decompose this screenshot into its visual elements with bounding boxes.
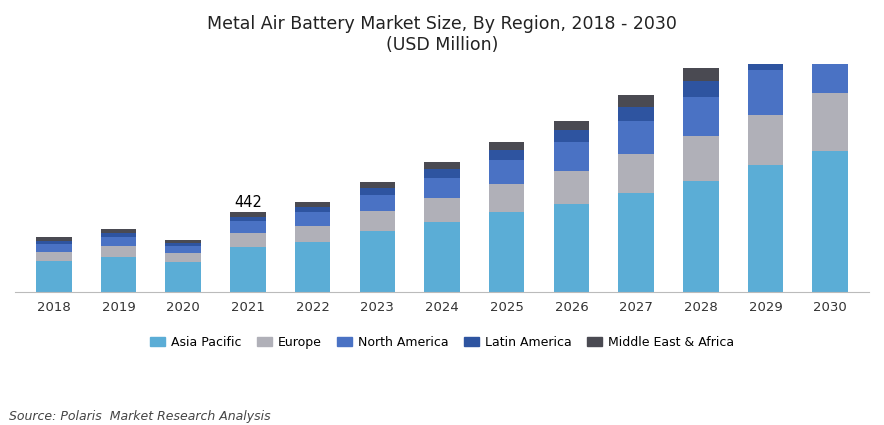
Bar [489,212,524,292]
Bar [683,68,719,81]
Bar [748,115,783,165]
Bar [618,154,654,193]
Bar [553,121,589,130]
Bar [101,237,136,246]
Bar [165,253,201,262]
Bar [165,243,201,246]
Bar [683,181,719,292]
Bar [618,96,654,107]
Legend: Asia Pacific, Europe, North America, Latin America, Middle East & Africa: Asia Pacific, Europe, North America, Lat… [145,331,739,354]
Bar [748,165,783,292]
Bar [295,207,331,212]
Bar [101,229,136,233]
Bar [165,262,201,292]
Bar [424,221,460,292]
Bar [424,178,460,198]
Bar [230,216,266,221]
Bar [424,198,460,221]
Bar [812,42,848,93]
Bar [618,107,654,121]
Bar [618,193,654,292]
Bar [360,231,395,292]
Bar [36,252,72,261]
Bar [230,221,266,233]
Bar [101,257,136,292]
Bar [812,21,848,42]
Bar [295,212,331,226]
Bar [36,241,72,244]
Title: Metal Air Battery Market Size, By Region, 2018 - 2030
(USD Million): Metal Air Battery Market Size, By Region… [207,15,677,54]
Text: 442: 442 [234,195,262,210]
Bar [360,182,395,188]
Bar [295,202,331,207]
Bar [360,195,395,212]
Bar [748,51,783,70]
Bar [748,37,783,51]
Bar [683,136,719,181]
Bar [230,233,266,247]
Bar [295,226,331,242]
Bar [424,169,460,178]
Bar [230,247,266,292]
Bar [360,212,395,231]
Bar [424,162,460,169]
Bar [553,130,589,142]
Bar [101,233,136,237]
Bar [812,151,848,292]
Bar [295,242,331,292]
Bar [489,142,524,150]
Bar [748,70,783,115]
Text: Source: Polaris  Market Research Analysis: Source: Polaris Market Research Analysis [9,410,271,423]
Bar [36,244,72,252]
Bar [165,246,201,253]
Bar [36,238,72,241]
Bar [230,212,266,216]
Bar [165,240,201,243]
Bar [489,160,524,184]
Bar [683,81,719,97]
Bar [360,188,395,195]
Bar [553,204,589,292]
Bar [812,4,848,21]
Bar [101,246,136,257]
Bar [683,97,719,136]
Bar [489,150,524,160]
Bar [553,171,589,204]
Bar [36,261,72,292]
Bar [812,93,848,151]
Bar [489,184,524,212]
Bar [553,142,589,171]
Bar [618,121,654,154]
